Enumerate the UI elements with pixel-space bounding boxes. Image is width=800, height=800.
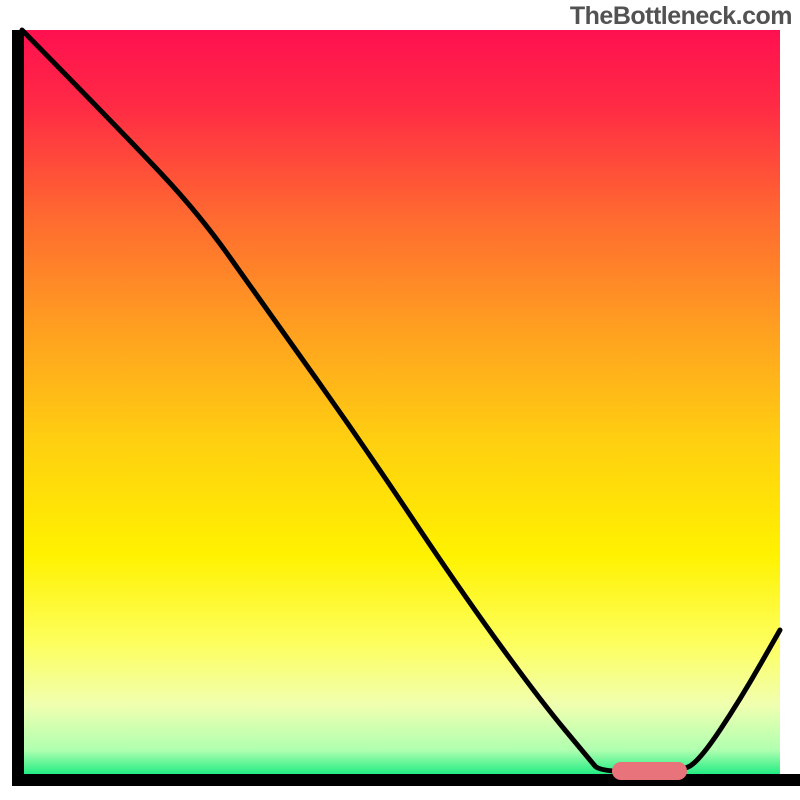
chart-container: TheBottleneck.com [0, 0, 800, 800]
optimum-marker [612, 762, 687, 780]
attribution-text: TheBottleneck.com [570, 2, 792, 31]
bottleneck-chart [0, 0, 800, 800]
